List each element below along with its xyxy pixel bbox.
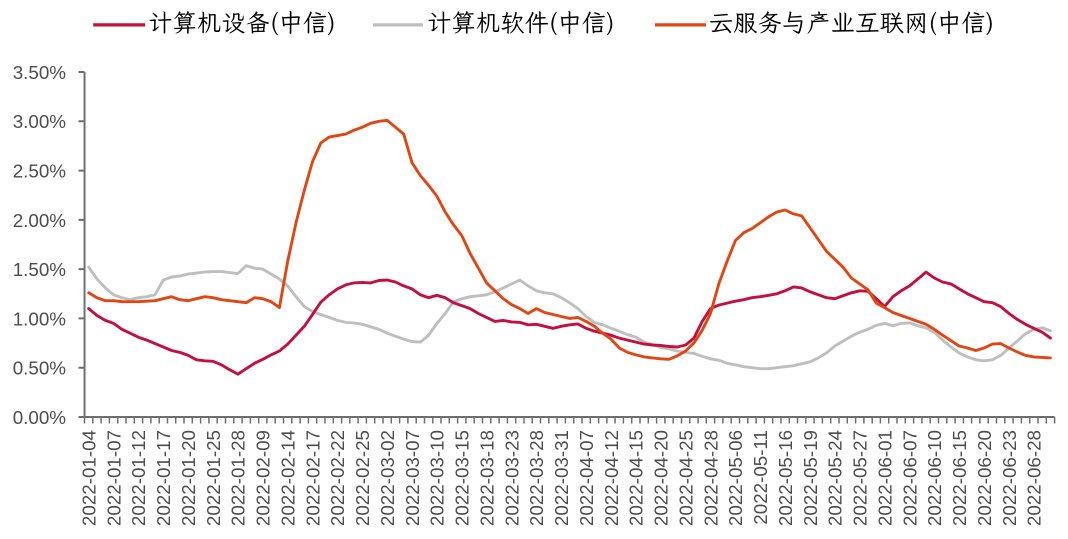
svg-text:2022-05-16: 2022-05-16	[775, 430, 796, 526]
svg-text:2022-01-28: 2022-01-28	[228, 430, 249, 526]
svg-text:2022-02-09: 2022-02-09	[253, 430, 274, 526]
svg-text:2022-05-27: 2022-05-27	[850, 430, 871, 526]
svg-text:2022-04-20: 2022-04-20	[651, 430, 672, 526]
svg-text:2.00%: 2.00%	[13, 210, 67, 231]
svg-text:1.00%: 1.00%	[13, 308, 67, 329]
svg-text:2022-04-15: 2022-04-15	[626, 430, 647, 526]
svg-text:3.50%: 3.50%	[13, 62, 67, 83]
svg-text:2022-06-10: 2022-06-10	[924, 430, 945, 526]
svg-text:2022-06-15: 2022-06-15	[949, 430, 970, 526]
svg-text:2022-03-18: 2022-03-18	[476, 430, 497, 526]
svg-text:2022-03-15: 2022-03-15	[452, 430, 473, 526]
svg-text:2022-01-04: 2022-01-04	[79, 430, 100, 526]
svg-text:2022-06-01: 2022-06-01	[874, 430, 895, 526]
svg-text:1.50%: 1.50%	[13, 259, 67, 280]
svg-text:0.00%: 0.00%	[13, 407, 67, 428]
svg-text:2022-01-17: 2022-01-17	[153, 430, 174, 526]
svg-text:2022-06-23: 2022-06-23	[999, 430, 1020, 526]
svg-text:2022-04-28: 2022-04-28	[700, 430, 721, 526]
svg-text:0.50%: 0.50%	[13, 358, 67, 379]
svg-text:2022-03-28: 2022-03-28	[526, 430, 547, 526]
svg-text:2022-02-17: 2022-02-17	[302, 430, 323, 526]
svg-text:2.50%: 2.50%	[13, 161, 67, 182]
svg-text:2022-04-12: 2022-04-12	[601, 430, 622, 526]
svg-text:2022-01-12: 2022-01-12	[128, 430, 149, 526]
svg-text:2022-04-25: 2022-04-25	[675, 430, 696, 526]
svg-text:2022-04-07: 2022-04-07	[576, 430, 597, 526]
svg-text:2022-05-11: 2022-05-11	[750, 430, 771, 525]
svg-text:2022-06-20: 2022-06-20	[974, 430, 995, 526]
svg-text:2022-01-07: 2022-01-07	[103, 430, 124, 526]
svg-text:2022-01-25: 2022-01-25	[203, 430, 224, 526]
svg-text:2022-06-28: 2022-06-28	[1024, 430, 1045, 526]
svg-text:2022-03-07: 2022-03-07	[402, 430, 423, 526]
svg-text:2022-03-31: 2022-03-31	[551, 430, 572, 526]
svg-text:2022-03-10: 2022-03-10	[427, 430, 448, 526]
svg-text:2022-02-22: 2022-02-22	[327, 430, 348, 526]
svg-text:2022-03-02: 2022-03-02	[377, 430, 398, 526]
svg-text:2022-05-06: 2022-05-06	[725, 430, 746, 526]
svg-text:2022-03-23: 2022-03-23	[501, 430, 522, 526]
svg-text:2022-06-07: 2022-06-07	[899, 430, 920, 526]
svg-text:3.00%: 3.00%	[13, 111, 67, 132]
svg-text:2022-01-20: 2022-01-20	[178, 430, 199, 526]
svg-text:2022-02-25: 2022-02-25	[352, 430, 373, 526]
svg-text:2022-05-24: 2022-05-24	[825, 430, 846, 526]
svg-text:2022-05-19: 2022-05-19	[800, 430, 821, 526]
svg-text:2022-02-14: 2022-02-14	[278, 430, 299, 526]
